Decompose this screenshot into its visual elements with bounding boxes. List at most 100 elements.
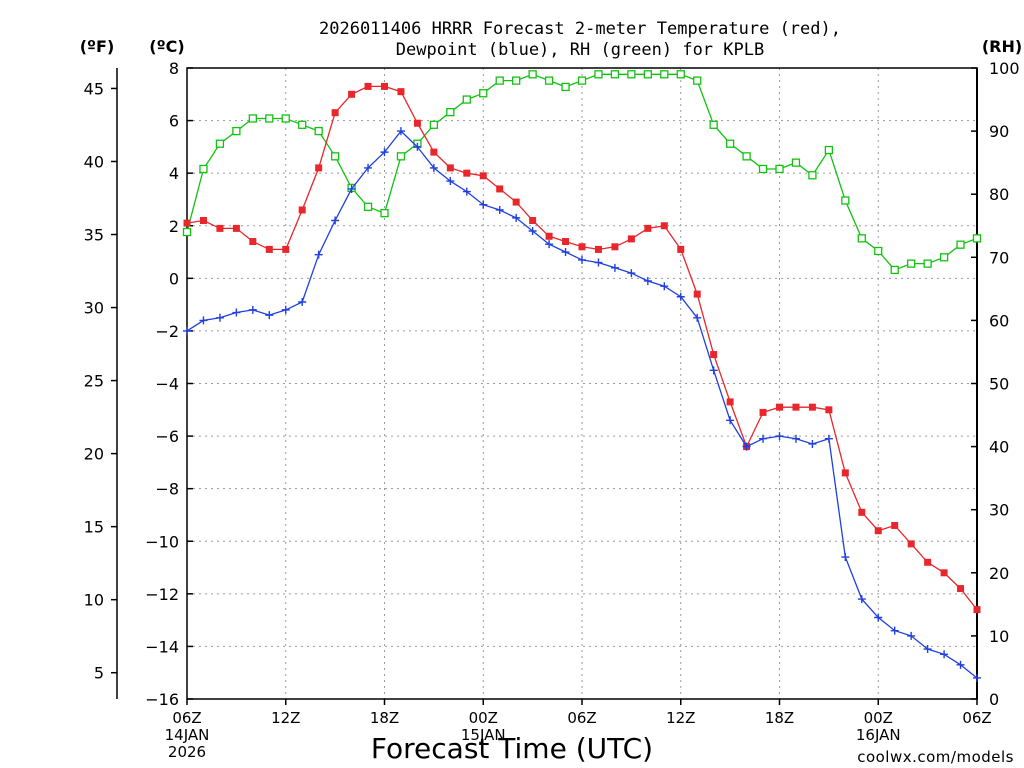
temperature-point [710,351,718,359]
unit-rh-label: (RH) [982,37,1022,56]
rh-point [528,70,537,79]
axes [111,67,978,705]
x-axis-title: Forecast Time (UTC) [371,732,653,765]
x-tick-label: 00Z [864,709,893,727]
rh-point [330,152,340,161]
f-tick-label: 35 [84,226,104,245]
dewpoint-point [923,645,932,654]
rh-point [232,126,241,136]
x-tick-label: 06Z [962,709,991,727]
dewpoint-point [907,631,916,640]
rh-tick-label: 40 [989,438,1009,457]
rh-tick-label: 50 [989,375,1009,394]
rh-point [643,70,652,79]
temperature-point [364,82,372,90]
rh-point [298,120,307,129]
temperature-point [496,185,504,193]
x-tick-label: 00Z [469,709,498,727]
dewpoint-point [660,282,669,291]
dewpoint-point [215,313,224,322]
temperature-point [397,88,405,96]
rh-point [693,76,702,85]
temperature-series [183,82,981,614]
temperature-point [216,224,224,232]
rh-tick-label: 20 [989,564,1009,583]
temperature-point [479,172,487,180]
temperature-point [957,585,965,593]
rh-point [281,114,290,123]
dewpoint-point [512,213,521,222]
rh-point [396,152,406,161]
c-tick-label: 8 [169,59,179,78]
temperature-point [594,245,602,253]
temperature-point [660,222,668,230]
rh-point [841,196,850,205]
f-tick-label: 40 [84,152,104,171]
temperature-point [430,148,438,156]
dewpoint-point [940,650,949,659]
f-tick-label: 30 [84,299,104,318]
temperature-point [792,403,800,411]
temperature-point [759,408,767,416]
temperature-point [199,216,207,224]
rh-point [446,108,455,117]
dewpoint-point [248,305,257,314]
dewpoint-point [874,613,883,622]
dewpoint-point [759,434,768,443]
temperature-point [381,82,388,90]
temperature-point [562,238,570,246]
c-tick-label: 2 [169,217,179,236]
temperature-point [463,169,471,177]
temperature-point [891,521,899,529]
dewpoint-point [643,276,652,285]
temperature-point [907,540,915,548]
temperature-point [693,290,701,298]
rh-tick-label: 0 [989,690,999,709]
rh-point [956,240,965,249]
rh-point [939,253,949,262]
rh-point [824,145,834,155]
dewpoint-point [824,434,833,443]
f-tick-label: 15 [84,518,104,537]
rh-point [479,89,488,98]
c-tick-label: −4 [155,375,179,394]
rh-point [874,246,883,256]
c-tick-label: 6 [169,112,179,131]
chart-title-line2: Dewpoint (blue), RH (green) for KPLB [396,40,764,60]
x-tick-label: 12Z [666,709,695,727]
dewpoint-point [561,248,570,257]
dewpoint-point [347,184,356,193]
temperature-point [776,403,783,411]
rh-point [923,259,932,268]
temperature-point [627,235,635,243]
grid [187,68,977,699]
x-tick-label: 18Z [765,709,794,727]
dewpoint-point [462,187,471,196]
dewpoint-point [429,163,438,172]
f-tick-label: 10 [84,591,104,610]
dewpoint-point [775,432,784,441]
temperature-point [446,164,454,172]
dewpoint-point [594,258,603,267]
f-tick-label: 5 [94,664,104,683]
rh-point [462,95,471,104]
temperature-point [677,245,685,253]
rh-point [182,227,192,237]
unit-celsius-label: (ºC) [149,37,184,56]
plot-frame [186,67,978,700]
c-tick-label: −12 [145,585,179,604]
c-tick-label: 0 [169,269,179,288]
chart-title-line1: 2026011406 HRRR Forecast 2-meter Tempera… [319,19,841,39]
credit-label: coolwx.com/models [857,748,1014,766]
temperature-point [315,164,323,172]
x-tick-label: 06Z [567,709,596,727]
f-tick-label: 25 [84,372,104,391]
rh-point [709,120,718,129]
dewpoint-point [709,366,718,375]
temperature-point [348,90,356,98]
f-tick-label: 20 [84,445,104,464]
c-tick-label: −6 [155,427,179,446]
x-tick-date: 15JAN [461,726,506,744]
